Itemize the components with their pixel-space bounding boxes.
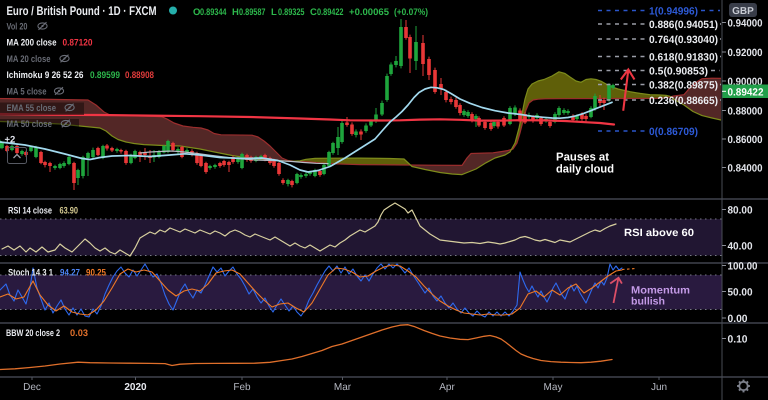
- svg-text:Apr: Apr: [439, 382, 455, 393]
- svg-text:daily cloud: daily cloud: [556, 164, 614, 176]
- svg-text:EMA 55 close: EMA 55 close: [7, 103, 57, 114]
- svg-text:0.618(0.91830): 0.618(0.91830): [649, 52, 718, 64]
- svg-text:bullish: bullish: [631, 296, 665, 308]
- svg-text:O: O: [193, 7, 200, 18]
- svg-text:1(0.94996): 1(0.94996): [649, 6, 698, 18]
- svg-text:0.89422: 0.89422: [728, 86, 764, 98]
- svg-text:(+0.07%): (+0.07%): [394, 7, 428, 18]
- svg-text:RSI above 60: RSI above 60: [624, 227, 694, 239]
- svg-text:0.88908: 0.88908: [125, 70, 154, 81]
- svg-text:L: L: [271, 7, 277, 18]
- svg-text:RSI 14 close: RSI 14 close: [8, 206, 52, 217]
- svg-text:0.10: 0.10: [728, 334, 748, 346]
- svg-text:0.886(0.94051): 0.886(0.94051): [649, 19, 718, 31]
- svg-text:Momentum: Momentum: [631, 285, 690, 297]
- svg-text:63.90: 63.90: [60, 206, 79, 217]
- svg-text:0.84000: 0.84000: [728, 163, 763, 175]
- svg-text:May: May: [544, 382, 563, 393]
- svg-text:50.00: 50.00: [728, 287, 753, 299]
- svg-text:GBP: GBP: [732, 6, 754, 17]
- svg-text:C: C: [310, 7, 317, 18]
- svg-text:0.86000: 0.86000: [728, 134, 763, 146]
- svg-text:40.00: 40.00: [728, 241, 753, 253]
- svg-text:0.89599: 0.89599: [90, 70, 120, 81]
- svg-text:2020: 2020: [124, 382, 147, 393]
- svg-text:MA 5 close: MA 5 close: [7, 87, 47, 98]
- svg-text:0.89422: 0.89422: [317, 7, 344, 18]
- svg-text:MA 20 close: MA 20 close: [7, 54, 51, 65]
- svg-text:Mar: Mar: [334, 382, 352, 393]
- svg-text:Dec: Dec: [23, 382, 41, 393]
- svg-text:0.5(0.90853): 0.5(0.90853): [649, 66, 708, 78]
- svg-text:0.94000: 0.94000: [728, 18, 763, 30]
- svg-text:100.00: 100.00: [728, 261, 758, 273]
- svg-text:0.89587: 0.89587: [239, 7, 266, 18]
- svg-text:0(0.86709): 0(0.86709): [649, 126, 698, 138]
- svg-text:MA 200 close: MA 200 close: [7, 38, 57, 49]
- svg-text:0.88000: 0.88000: [728, 106, 763, 118]
- svg-text:0.382(0.89875): 0.382(0.89875): [649, 80, 718, 92]
- svg-text:MA 50 close: MA 50 close: [7, 119, 53, 130]
- svg-text:Stoch 14 3 1: Stoch 14 3 1: [8, 268, 54, 279]
- svg-text:0.89325: 0.89325: [278, 7, 305, 18]
- svg-text:90.25: 90.25: [86, 268, 107, 279]
- svg-text:BBW 20 close 2: BBW 20 close 2: [6, 328, 60, 339]
- svg-text:94.27: 94.27: [60, 268, 80, 279]
- svg-text:0.00: 0.00: [728, 313, 748, 325]
- svg-text:Pauses at: Pauses at: [556, 152, 609, 164]
- svg-text:Euro / British Pound · 1D · FX: Euro / British Pound · 1D · FXCM: [7, 4, 157, 18]
- svg-text:+0.00065: +0.00065: [349, 7, 390, 18]
- svg-text:0.236(0.88665): 0.236(0.88665): [649, 95, 718, 107]
- svg-text:0.89344: 0.89344: [200, 7, 227, 18]
- svg-text:0.92000: 0.92000: [728, 47, 763, 59]
- svg-text:Ichimoku 9 26 52 26: Ichimoku 9 26 52 26: [7, 70, 84, 81]
- svg-text:H: H: [232, 7, 239, 18]
- svg-text:80.00: 80.00: [728, 205, 753, 217]
- svg-text:Vol 20: Vol 20: [7, 22, 28, 33]
- svg-text:Jun: Jun: [651, 382, 667, 393]
- svg-text:0.03: 0.03: [70, 328, 88, 339]
- svg-text:Feb: Feb: [233, 382, 251, 393]
- svg-text:0.764(0.93040): 0.764(0.93040): [649, 34, 718, 46]
- svg-text:+2: +2: [5, 135, 16, 146]
- svg-text:0.87120: 0.87120: [63, 38, 93, 49]
